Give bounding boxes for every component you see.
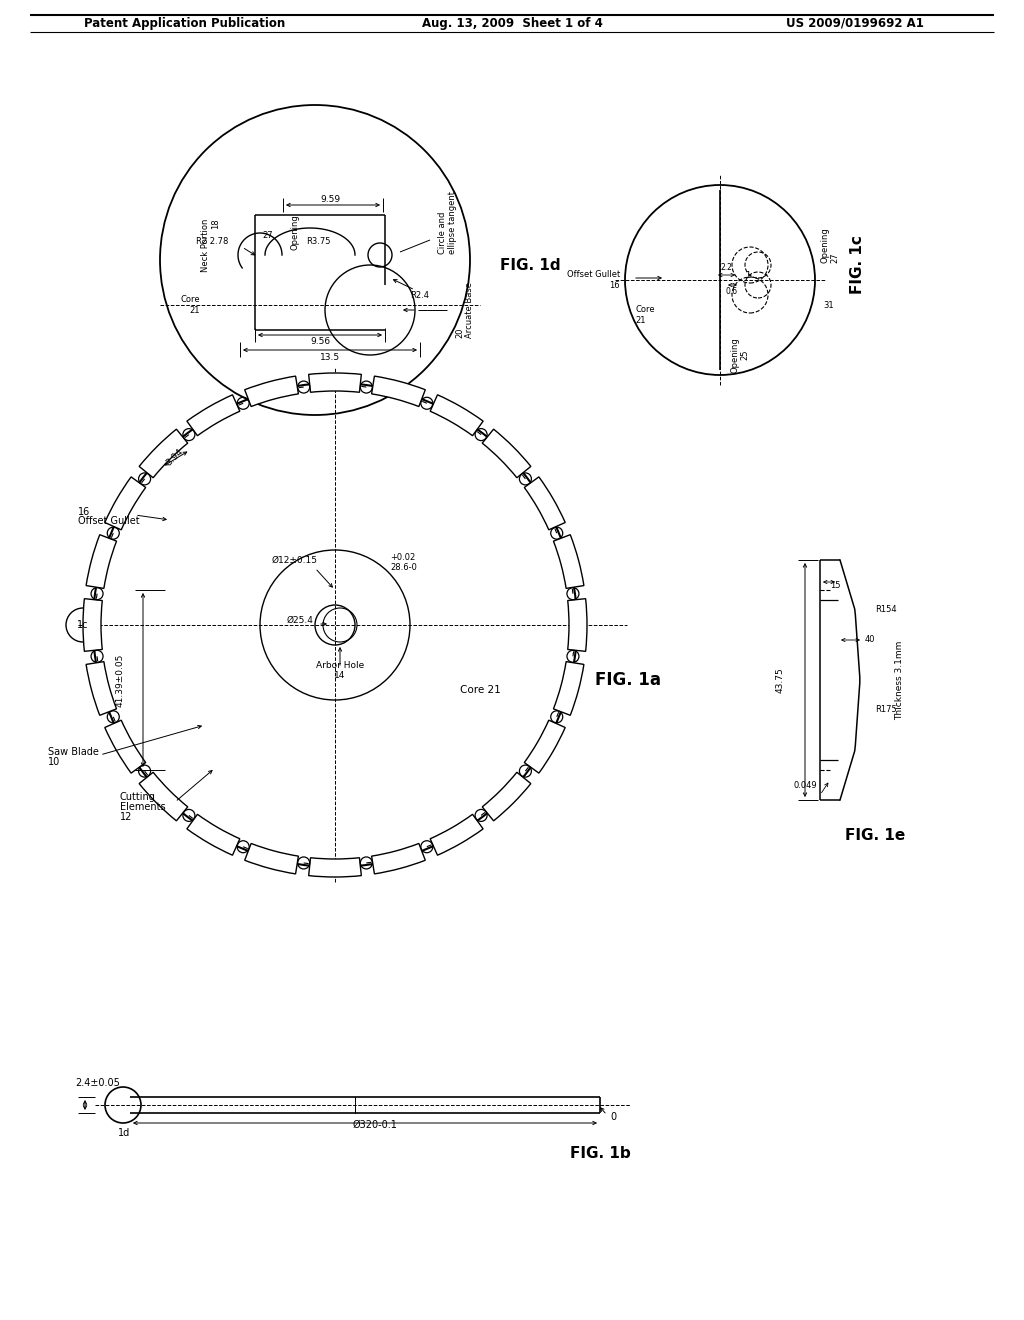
Wedge shape <box>86 535 117 589</box>
Text: Opening
27: Opening 27 <box>820 227 840 263</box>
Text: R2 2.78: R2 2.78 <box>196 238 228 247</box>
Text: Opening
25: Opening 25 <box>730 337 750 372</box>
Text: Offset Gullet: Offset Gullet <box>78 516 139 525</box>
Wedge shape <box>139 772 187 821</box>
Wedge shape <box>524 721 565 774</box>
Wedge shape <box>245 376 298 407</box>
Wedge shape <box>372 376 425 407</box>
Wedge shape <box>553 661 584 715</box>
Text: Patent Application Publication: Patent Application Publication <box>84 16 286 29</box>
Wedge shape <box>186 814 240 855</box>
Wedge shape <box>245 843 298 874</box>
Text: 16: 16 <box>78 507 90 517</box>
Wedge shape <box>186 395 240 436</box>
Text: FIG. 1d: FIG. 1d <box>500 257 560 272</box>
Wedge shape <box>430 814 483 855</box>
Text: 1c: 1c <box>77 620 89 630</box>
Text: 28.6-0: 28.6-0 <box>390 564 417 573</box>
Text: 1d: 1d <box>118 1129 130 1138</box>
Text: 27: 27 <box>263 231 273 239</box>
Text: 12: 12 <box>120 812 132 822</box>
Text: Core 21: Core 21 <box>460 685 501 696</box>
Text: Arbor Hole: Arbor Hole <box>315 661 365 671</box>
Text: Opening: Opening <box>291 214 299 249</box>
Text: 31: 31 <box>823 301 834 309</box>
Wedge shape <box>83 599 102 651</box>
Wedge shape <box>553 535 584 589</box>
Wedge shape <box>308 374 361 392</box>
Text: 15: 15 <box>829 581 841 590</box>
Text: 41.39±0.05: 41.39±0.05 <box>116 653 125 706</box>
Text: 2.4±0.05: 2.4±0.05 <box>75 1078 120 1088</box>
Text: Thickness 3.1mm: Thickness 3.1mm <box>896 640 904 719</box>
Text: R3.75: R3.75 <box>306 238 331 247</box>
Text: 0.6: 0.6 <box>726 288 738 297</box>
Text: Neck Portion
18: Neck Portion 18 <box>201 218 220 272</box>
Text: Core
21: Core 21 <box>635 305 654 325</box>
Text: FIG. 1e: FIG. 1e <box>845 828 905 842</box>
Wedge shape <box>482 772 530 821</box>
Wedge shape <box>139 429 187 478</box>
Text: R154: R154 <box>874 606 897 615</box>
Text: Offset Gullet
16: Offset Gullet 16 <box>566 271 620 289</box>
Text: Core
21: Core 21 <box>180 296 200 314</box>
Text: 9.56: 9.56 <box>310 337 330 346</box>
Text: 20
Arcuate Base: 20 Arcuate Base <box>455 282 474 338</box>
Text: Aug. 13, 2009  Sheet 1 of 4: Aug. 13, 2009 Sheet 1 of 4 <box>422 16 602 29</box>
Text: Ø25.4: Ø25.4 <box>287 615 313 624</box>
Wedge shape <box>308 858 361 876</box>
Text: Cutting: Cutting <box>120 792 156 803</box>
Text: FIG. 1b: FIG. 1b <box>570 1146 631 1160</box>
Wedge shape <box>372 843 425 874</box>
Wedge shape <box>104 477 145 529</box>
Text: R2.4: R2.4 <box>411 290 429 300</box>
Text: 1: 1 <box>745 271 751 280</box>
Text: Circle and
ellipse tangent: Circle and ellipse tangent <box>438 190 458 253</box>
Text: 13.5: 13.5 <box>319 352 340 362</box>
Text: 43.75: 43.75 <box>775 667 784 693</box>
Wedge shape <box>86 661 117 715</box>
Text: Saw Blade: Saw Blade <box>48 747 99 756</box>
Text: US 2009/0199692 A1: US 2009/0199692 A1 <box>786 16 924 29</box>
Text: Ø12±0.15: Ø12±0.15 <box>272 556 318 565</box>
Text: 0: 0 <box>610 1111 616 1122</box>
Text: +0.02: +0.02 <box>390 553 416 562</box>
Text: 9.59: 9.59 <box>319 195 340 205</box>
Wedge shape <box>567 599 587 651</box>
Wedge shape <box>104 721 145 774</box>
Text: 10: 10 <box>48 756 60 767</box>
Text: Elements: Elements <box>120 803 166 812</box>
Wedge shape <box>430 395 483 436</box>
Text: R175: R175 <box>874 705 897 714</box>
Text: 0.049: 0.049 <box>794 780 817 789</box>
Text: Ø320-0.1: Ø320-0.1 <box>352 1119 397 1130</box>
Text: 14: 14 <box>334 671 346 680</box>
Text: 40: 40 <box>865 635 876 644</box>
Wedge shape <box>482 429 530 478</box>
Text: 3.94: 3.94 <box>165 446 185 467</box>
Text: FIG. 1c: FIG. 1c <box>850 235 865 294</box>
Wedge shape <box>524 477 565 529</box>
Text: FIG. 1a: FIG. 1a <box>595 671 662 689</box>
Text: 2.2: 2.2 <box>720 264 732 272</box>
